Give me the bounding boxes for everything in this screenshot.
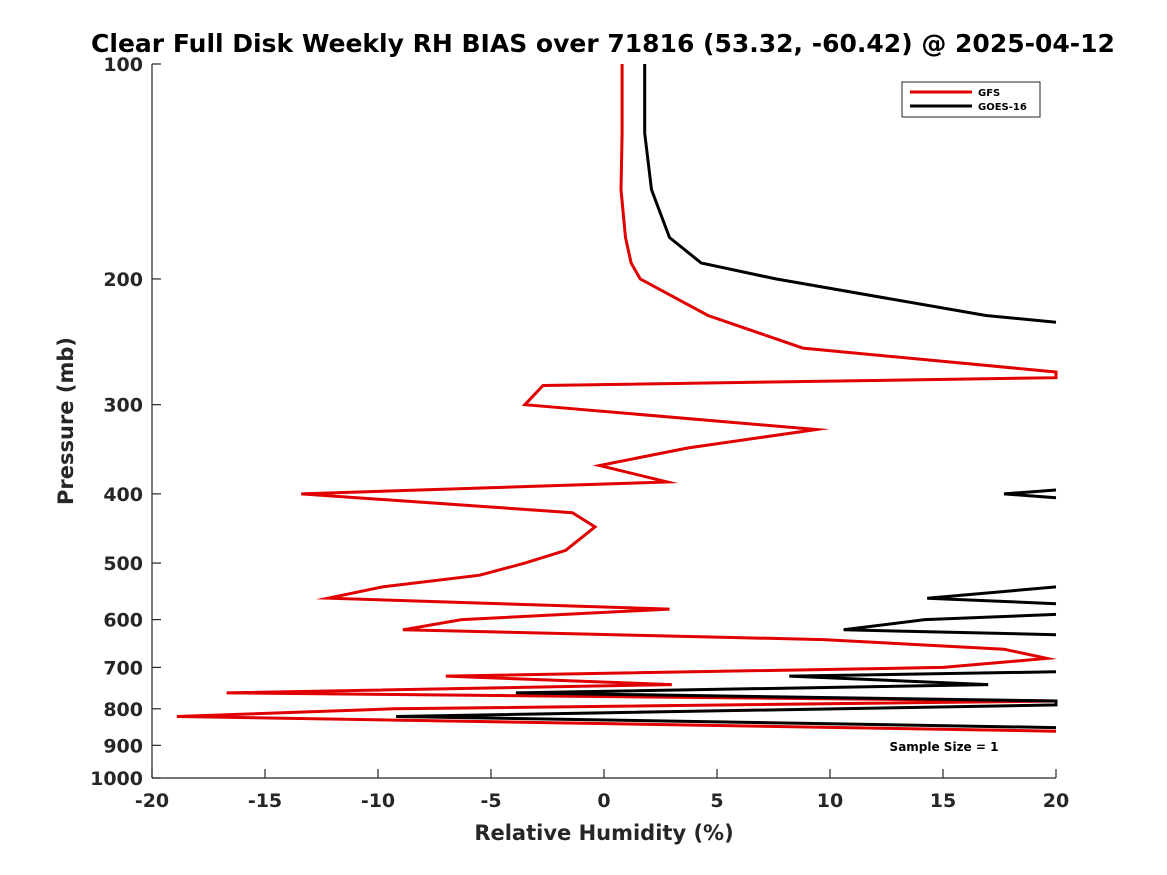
x-tick-label: 0 bbox=[597, 790, 610, 812]
y-tick-label: 500 bbox=[103, 553, 143, 575]
x-tick-label: 20 bbox=[1043, 790, 1069, 812]
legend-label: GOES-16 bbox=[978, 102, 1027, 113]
y-tick-label: 700 bbox=[103, 657, 143, 679]
y-tick-label: 400 bbox=[103, 484, 143, 506]
series-line-gfs bbox=[176, 64, 1058, 733]
y-tick-label: 800 bbox=[103, 699, 143, 721]
x-tick-label: 15 bbox=[930, 790, 956, 812]
y-tick-label: 200 bbox=[103, 269, 143, 291]
x-tick-label: -5 bbox=[480, 790, 501, 812]
y-tick-label: 1000 bbox=[90, 768, 143, 790]
series-line-goes-16-seg-2 bbox=[1003, 488, 1057, 500]
y-tick-label: 300 bbox=[103, 395, 143, 417]
legend-box bbox=[901, 81, 1041, 118]
legend-label: GFS bbox=[978, 88, 1000, 99]
x-tick-label: -10 bbox=[361, 790, 395, 812]
x-tick-label: -15 bbox=[248, 790, 282, 812]
x-axis-label: Relative Humidity (%) bbox=[474, 821, 733, 845]
plot-area bbox=[152, 64, 1056, 778]
legend: GFS GOES-16 bbox=[901, 81, 1041, 118]
y-axis-label: Pressure (mb) bbox=[54, 337, 78, 505]
series-line-goes-16-seg-5 bbox=[396, 670, 1058, 730]
series-line-goes-16-seg-4 bbox=[843, 612, 1057, 637]
y-tick-label: 600 bbox=[103, 610, 143, 632]
x-tick-label: -20 bbox=[135, 790, 169, 812]
sample-size-annotation: Sample Size = 1 bbox=[890, 740, 999, 754]
y-tick-label: 900 bbox=[103, 735, 143, 757]
series-layer bbox=[176, 64, 1058, 733]
series-line-goes-16-seg-1 bbox=[643, 64, 1057, 324]
x-tick-label: 10 bbox=[817, 790, 843, 812]
chart-title: Clear Full Disk Weekly RH BIAS over 7181… bbox=[91, 29, 1115, 58]
series-line-goes-16-seg-3 bbox=[927, 585, 1057, 606]
y-ticks: 100 200 300 400 500 600 700 800 900 1000 bbox=[90, 54, 161, 790]
x-ticks: -20 -15 -10 -5 0 5 10 15 20 bbox=[135, 769, 1069, 812]
x-tick-label: 5 bbox=[710, 790, 723, 812]
y-tick-label: 100 bbox=[103, 54, 143, 76]
plot-background bbox=[152, 64, 1056, 778]
